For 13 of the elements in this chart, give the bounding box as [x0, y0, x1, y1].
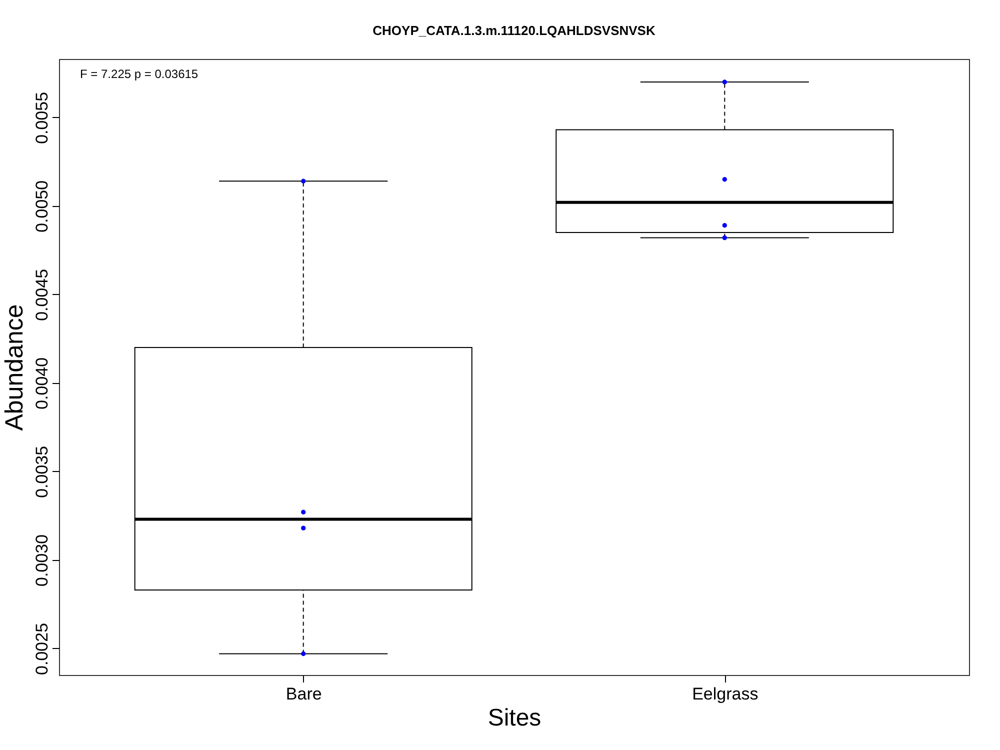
x-axis-title: Sites	[488, 704, 542, 732]
y-tick-label: 0.0045	[32, 268, 52, 321]
y-tick-label: 0.0030	[32, 534, 52, 586]
y-tick-label: 0.0040	[32, 357, 52, 410]
y-axis-title: Abundance	[0, 304, 28, 431]
x-tick-label: Bare	[286, 684, 322, 704]
y-tick-label: 0.0055	[32, 92, 52, 144]
y-tick-label: 0.0035	[32, 446, 52, 498]
y-tick-label: 0.0050	[32, 180, 52, 232]
x-tick-label: Eelgrass	[692, 684, 758, 704]
y-tick-label: 0.0025	[32, 622, 52, 675]
annotation: F = 7.225 p = 0.03615	[80, 67, 198, 81]
chart-title: CHOYP_CATA.1.3.m.11120.LQAHLDSVSNVSK	[372, 23, 656, 38]
